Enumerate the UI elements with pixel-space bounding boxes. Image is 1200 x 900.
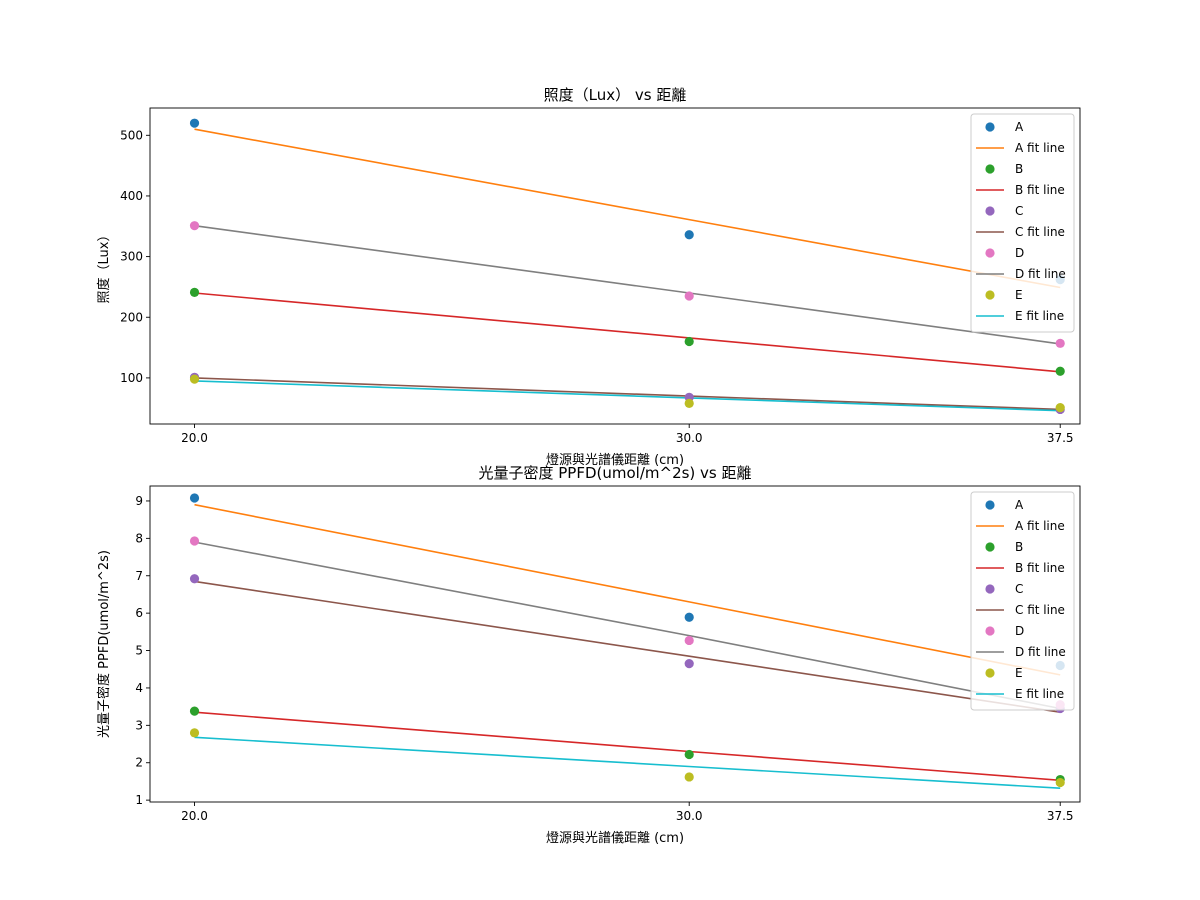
plot-frame bbox=[149, 485, 1081, 803]
x-tick-label: 30.0 bbox=[676, 431, 703, 445]
fit-line-a bbox=[194, 128, 1061, 289]
point-e-1 bbox=[189, 728, 200, 738]
x-tick-label: 37.5 bbox=[1047, 431, 1074, 445]
point-e-3 bbox=[1055, 777, 1065, 788]
legend-marker-d bbox=[985, 248, 995, 258]
legend-marker-a bbox=[985, 122, 995, 132]
legend-box bbox=[970, 113, 1075, 333]
y-tick-label: 300 bbox=[120, 250, 143, 264]
legend-marker-b bbox=[985, 542, 995, 552]
x-tick-label: 20.0 bbox=[181, 431, 208, 445]
legend-label: E bbox=[1015, 666, 1023, 680]
legend-label: B bbox=[1015, 540, 1023, 554]
point-e-2 bbox=[684, 398, 694, 408]
legend-marker-b bbox=[985, 164, 995, 174]
legend: A A fit line B B fit line C C fit line D D fit … bbox=[970, 491, 1075, 711]
point-d-1 bbox=[189, 536, 200, 546]
legend-label: C bbox=[1015, 204, 1023, 218]
y-tick-label: 100 bbox=[120, 371, 143, 385]
y-axis-label: 光量子密度 PPFD(umol/m^2s) bbox=[96, 550, 112, 738]
point-a-2 bbox=[684, 612, 694, 622]
y-tick-label: 400 bbox=[120, 189, 143, 203]
fit-line-d bbox=[194, 541, 1061, 710]
point-b-2 bbox=[684, 336, 694, 347]
legend-label: A fit line bbox=[1015, 141, 1065, 155]
legend-label: C fit line bbox=[1015, 603, 1065, 617]
y-tick-label: 6 bbox=[135, 606, 143, 620]
x-tick-label: 20.0 bbox=[181, 809, 208, 823]
chart-title: 照度（Lux） vs 距離 bbox=[544, 86, 687, 104]
legend-marker-c bbox=[985, 584, 995, 594]
chart-title: 光量子密度 PPFD(umol/m^2s) vs 距離 bbox=[478, 464, 751, 482]
legend-label: D fit line bbox=[1015, 267, 1066, 281]
fit-line-c bbox=[194, 580, 1061, 713]
y-tick-label: 500 bbox=[120, 128, 143, 142]
y-tick-label: 8 bbox=[135, 531, 143, 545]
point-b-1 bbox=[189, 706, 200, 716]
point-e-1 bbox=[189, 374, 200, 384]
fit-line-a bbox=[194, 503, 1061, 676]
point-a-1 bbox=[189, 493, 200, 503]
point-b-1 bbox=[189, 287, 200, 297]
point-e-2 bbox=[684, 772, 694, 782]
y-tick-label: 1 bbox=[135, 793, 143, 807]
legend-label: C fit line bbox=[1015, 225, 1065, 239]
y-tick-label: 5 bbox=[135, 644, 143, 658]
legend-label: D fit line bbox=[1015, 645, 1066, 659]
point-a-2 bbox=[684, 230, 694, 240]
legend-label: A bbox=[1015, 498, 1024, 512]
legend-marker-d bbox=[985, 626, 995, 636]
legend-label: E fit line bbox=[1015, 687, 1064, 701]
x-axis-label: 燈源與光譜儀距離 (cm) bbox=[546, 453, 684, 468]
point-d-3 bbox=[1055, 338, 1065, 348]
point-e-3 bbox=[1055, 403, 1065, 413]
y-tick-label: 4 bbox=[135, 681, 143, 695]
x-tick-label: 37.5 bbox=[1047, 809, 1074, 823]
point-d-1 bbox=[189, 221, 200, 231]
legend-label: B fit line bbox=[1015, 183, 1065, 197]
y-tick-label: 7 bbox=[135, 569, 143, 583]
point-c-1 bbox=[189, 574, 200, 584]
legend-label: B bbox=[1015, 162, 1023, 176]
y-tick-label: 9 bbox=[135, 494, 143, 508]
y-tick-label: 2 bbox=[135, 756, 143, 770]
fit-line-e bbox=[194, 736, 1061, 789]
legend-label: A bbox=[1015, 120, 1024, 134]
legend-box bbox=[970, 491, 1075, 711]
legend-label: B fit line bbox=[1015, 561, 1065, 575]
legend-label: D bbox=[1015, 624, 1024, 638]
legend-marker-a bbox=[985, 500, 995, 510]
legend-marker-e bbox=[985, 290, 995, 300]
legend-label: C bbox=[1015, 582, 1023, 596]
chart-1: 照度（Lux） vs 距離 20.0 30.0 37.5 100 200 300 400 500… bbox=[96, 86, 1081, 468]
y-tick-label: 200 bbox=[120, 310, 143, 324]
chart-2: 光量子密度 PPFD(umol/m^2s) vs 距離 20.0 30.0 37.5 1… bbox=[96, 464, 1081, 846]
point-a-1 bbox=[189, 118, 200, 128]
y-axis-label: 照度（Lux） bbox=[96, 229, 112, 304]
y-tick-label: 3 bbox=[135, 718, 143, 732]
legend-label: E fit line bbox=[1015, 309, 1064, 323]
plot-frame bbox=[149, 107, 1081, 425]
legend-label: E bbox=[1015, 288, 1023, 302]
x-axis-label: 燈源與光譜儀距離 (cm) bbox=[546, 831, 684, 846]
point-c-2 bbox=[684, 659, 694, 669]
legend-marker-c bbox=[985, 206, 995, 216]
point-b-3 bbox=[1055, 366, 1065, 376]
point-b-2 bbox=[684, 749, 694, 760]
legend-label: D bbox=[1015, 246, 1024, 260]
legend-label: A fit line bbox=[1015, 519, 1065, 533]
point-d-2 bbox=[684, 291, 694, 301]
legend-marker-e bbox=[985, 668, 995, 678]
x-tick-label: 30.0 bbox=[676, 809, 703, 823]
point-d-2 bbox=[684, 635, 694, 646]
legend: A A fit line B B fit line C C fit line D D fit … bbox=[970, 113, 1075, 333]
